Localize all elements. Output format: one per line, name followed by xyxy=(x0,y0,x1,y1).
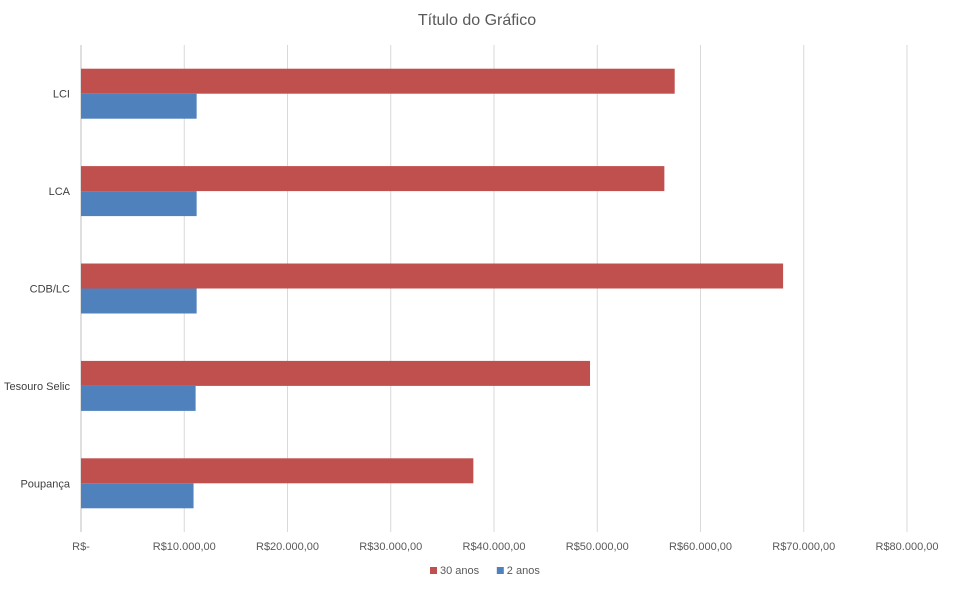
bar-2-anos-LCI xyxy=(81,93,197,119)
x-tick-label: R$40.000,00 xyxy=(463,541,526,553)
legend: 30 anos 2 anos xyxy=(430,565,540,577)
bar-2-anos-LCA xyxy=(81,191,197,217)
bar-2-anos-Tesouro-Selic xyxy=(81,385,196,411)
chart-title: Título do Gráfico xyxy=(418,12,536,29)
category-labels: LCI LCA CDB/LC Tesouro Selic Poupança xyxy=(4,89,71,491)
x-tick-label: R$50.000,00 xyxy=(566,541,629,553)
x-tick-label: R$60.000,00 xyxy=(669,541,732,553)
category-label: Poupança xyxy=(20,478,70,490)
x-tick-label: R$30.000,00 xyxy=(359,541,422,553)
x-tick-label: R$10.000,00 xyxy=(153,541,216,553)
legend-label: 30 anos xyxy=(440,565,480,577)
legend-swatch xyxy=(496,567,504,574)
bar-30-anos-Tesouro-Selic xyxy=(81,360,591,386)
legend-swatch xyxy=(430,567,437,574)
category-label: LCA xyxy=(49,186,71,198)
x-tick-label: R$70.000,00 xyxy=(772,541,835,553)
bar-30-anos-LCI xyxy=(81,68,675,94)
category-label: LCI xyxy=(53,89,70,101)
category-label: Tesouro Selic xyxy=(4,381,71,393)
bar-2-anos-CDB-LC xyxy=(81,288,197,314)
legend-label: 2 anos xyxy=(507,565,541,577)
bar-30-anos-CDB-LC xyxy=(81,263,784,289)
x-tick-label: R$80.000,00 xyxy=(876,541,939,553)
bars xyxy=(81,68,784,509)
x-tick-label: R$20.000,00 xyxy=(256,541,319,553)
x-tick-labels: R$- R$10.000,00 R$20.000,00 R$30.000,00 R$40… xyxy=(72,541,938,553)
category-label: CDB/LC xyxy=(30,284,70,296)
x-tick-label: R$- xyxy=(72,541,90,553)
bar-30-anos-Poupan-a xyxy=(81,458,474,484)
bar-2-anos-Poupan-a xyxy=(81,483,194,509)
bar-30-anos-LCA xyxy=(81,166,665,192)
